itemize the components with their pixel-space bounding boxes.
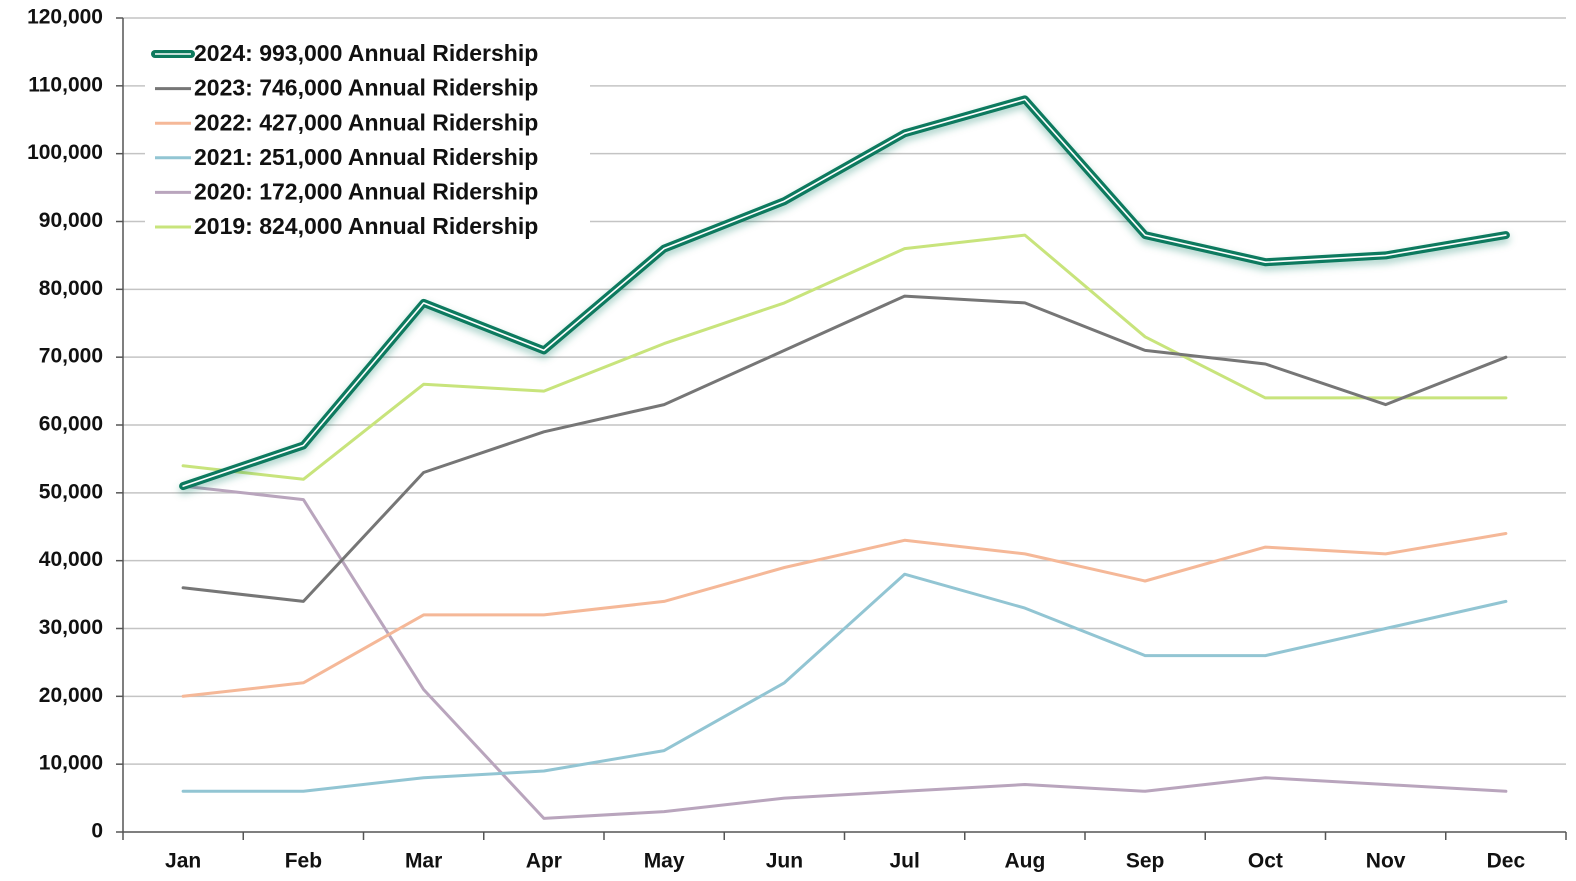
x-tick-label: Feb	[285, 850, 322, 873]
series-line-highlight	[182, 98, 1507, 487]
y-tick-label: 30,000	[39, 616, 103, 639]
series-line	[181, 532, 1508, 698]
y-tick-label: 40,000	[39, 548, 103, 571]
x-tick-label: Aug	[1004, 850, 1045, 873]
x-tick-label: Mar	[405, 850, 442, 873]
series-line	[181, 484, 1508, 820]
x-tick-label: Jan	[165, 850, 201, 873]
legend-label: 2021: 251,000 Annual Ridership	[194, 144, 538, 170]
lines	[179, 95, 1510, 820]
y-tick-label: 0	[91, 820, 103, 843]
y-tick-label: 80,000	[39, 277, 103, 300]
x-tick-label: Dec	[1487, 850, 1526, 873]
y-tick-label: 20,000	[39, 684, 103, 707]
y-tick-label: 70,000	[39, 345, 103, 368]
legend-label: 2022: 427,000 Annual Ridership	[194, 109, 538, 135]
x-tick-label: Apr	[526, 850, 562, 873]
x-tick-label: Sep	[1126, 850, 1165, 873]
legend: 2024: 993,000 Annual Ridership 2023: 746,…	[145, 34, 590, 246]
legend-label: 2024: 993,000 Annual Ridership	[194, 40, 538, 66]
series-line	[181, 294, 1508, 603]
y-tick-label: 50,000	[39, 480, 103, 503]
y-tick-label: 90,000	[39, 209, 103, 232]
x-tick-label: Oct	[1248, 850, 1283, 873]
x-tick-label: Jul	[889, 850, 919, 873]
y-tick-label: 10,000	[39, 752, 103, 775]
y-tick-label: 120,000	[27, 6, 103, 29]
legend-label: 2019: 824,000 Annual Ridership	[194, 213, 538, 239]
y-tick-label: 100,000	[27, 141, 103, 164]
x-tick-label: May	[644, 850, 685, 873]
axes: 0 10,000 20,000 30,000 40,000 50,000 60,000 70,…	[27, 6, 1567, 873]
legend-background	[145, 34, 590, 246]
series-line	[181, 233, 1508, 481]
legend-label: 2023: 746,000 Annual Ridership	[194, 75, 538, 101]
x-tick-label: Nov	[1366, 850, 1406, 873]
legend-label: 2020: 172,000 Annual Ridership	[194, 178, 538, 204]
series-line	[181, 572, 1508, 793]
x-tick-label: Jun	[766, 850, 803, 873]
y-tick-label: 110,000	[28, 73, 103, 96]
y-tick-label: 60,000	[39, 413, 103, 436]
